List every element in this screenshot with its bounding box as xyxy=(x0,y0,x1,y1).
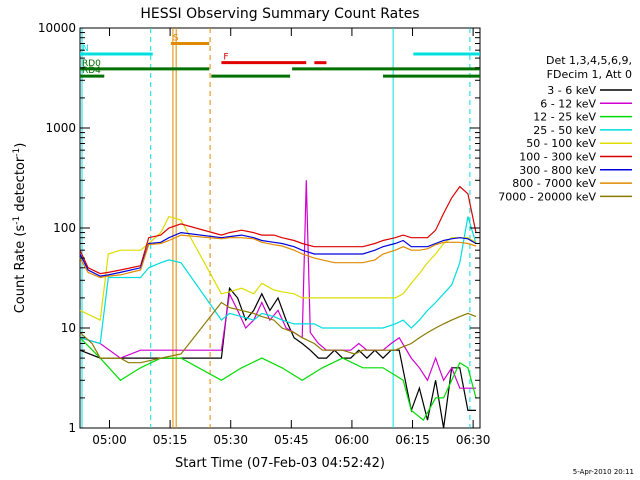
series-line-7000-20000-kev xyxy=(79,301,477,364)
bar-label-rd0: RD0 xyxy=(82,59,101,69)
y-tick-label: 1 xyxy=(68,421,76,435)
bar-label-n: N xyxy=(82,44,89,54)
series-line-800-7000-kev xyxy=(79,234,477,279)
y-label-main: Count Rate (s xyxy=(13,225,28,314)
x-tick-label: 05:00 xyxy=(92,433,127,447)
x-tick-label: 05:45 xyxy=(274,433,309,447)
series-line-3-6-kev xyxy=(79,286,476,429)
legend-label-50-100-kev: 50 - 100 keV xyxy=(526,137,596,150)
chart-title: HESSI Observing Summary Count Rates xyxy=(140,6,419,22)
series-line-6-12-kev xyxy=(79,180,476,389)
legend-header-2: FDecim 1, Att 0 xyxy=(547,68,632,81)
legend-label-25-50-kev: 25 - 50 keV xyxy=(533,124,596,137)
x-axis-label: Start Time (07-Feb-03 04:52:42) xyxy=(175,456,385,471)
y-label-sup2: -1 xyxy=(12,148,22,157)
y-label-sup1: -1 xyxy=(12,216,22,225)
legend-label-6-12-kev: 6 - 12 keV xyxy=(540,97,596,110)
x-tick-label: 06:30 xyxy=(456,433,491,447)
y-tick-label: 100 xyxy=(53,221,76,235)
x-axis: 05:00 05:15 05:30 05:45 06:00 06:15 06:30 xyxy=(92,28,490,447)
legend-label-7000-20000-kev: 7000 - 20000 keV xyxy=(498,190,596,203)
y-axis: 1 10 100 1000 10000 xyxy=(38,21,480,435)
legend-label-12-25-kev: 12 - 25 keV xyxy=(533,111,596,124)
legend-header-1: Det 1,3,4,5,6,9, xyxy=(546,54,632,67)
attenuator-lines xyxy=(81,28,471,428)
series-line-100-300-kev xyxy=(79,185,477,275)
y-label-end: ) xyxy=(13,143,28,148)
x-tick-label: 05:15 xyxy=(153,433,188,447)
y-axis-label: Count Rate (s-1 detector-1) xyxy=(12,143,28,314)
series-group xyxy=(79,180,477,429)
x-tick-label: 05:30 xyxy=(213,433,248,447)
bar-label-rd4: RD4 xyxy=(82,66,101,76)
legend-label-100-300-kev: 100 - 300 keV xyxy=(519,151,596,164)
legend-label-3-6-kev: 3 - 6 keV xyxy=(547,84,596,97)
y-tick-label: 10 xyxy=(61,321,76,335)
series-line-50-100-kev xyxy=(79,215,477,322)
x-tick-label: 06:15 xyxy=(395,433,430,447)
bar-label-f: F xyxy=(223,53,228,63)
bar-label-s: S xyxy=(173,33,179,43)
y-tick-label: 1000 xyxy=(45,121,76,135)
legend: Det 1,3,4,5,6,9, FDecim 1, Att 0 3 - 6 k… xyxy=(498,54,632,203)
series-line-25-50-kev xyxy=(79,216,477,345)
series-line-12-25-kev xyxy=(79,337,477,422)
y-label-mid: detector xyxy=(13,156,28,216)
legend-label-800-7000-kev: 800 - 7000 keV xyxy=(512,177,596,190)
render-timestamp: 5-Apr-2010 20:11 xyxy=(573,468,634,476)
x-tick-label: 06:00 xyxy=(335,433,370,447)
legend-label-300-800-kev: 300 - 800 keV xyxy=(519,164,596,177)
y-tick-label: 10000 xyxy=(38,21,76,35)
series-line-300-800-kev xyxy=(79,231,477,277)
